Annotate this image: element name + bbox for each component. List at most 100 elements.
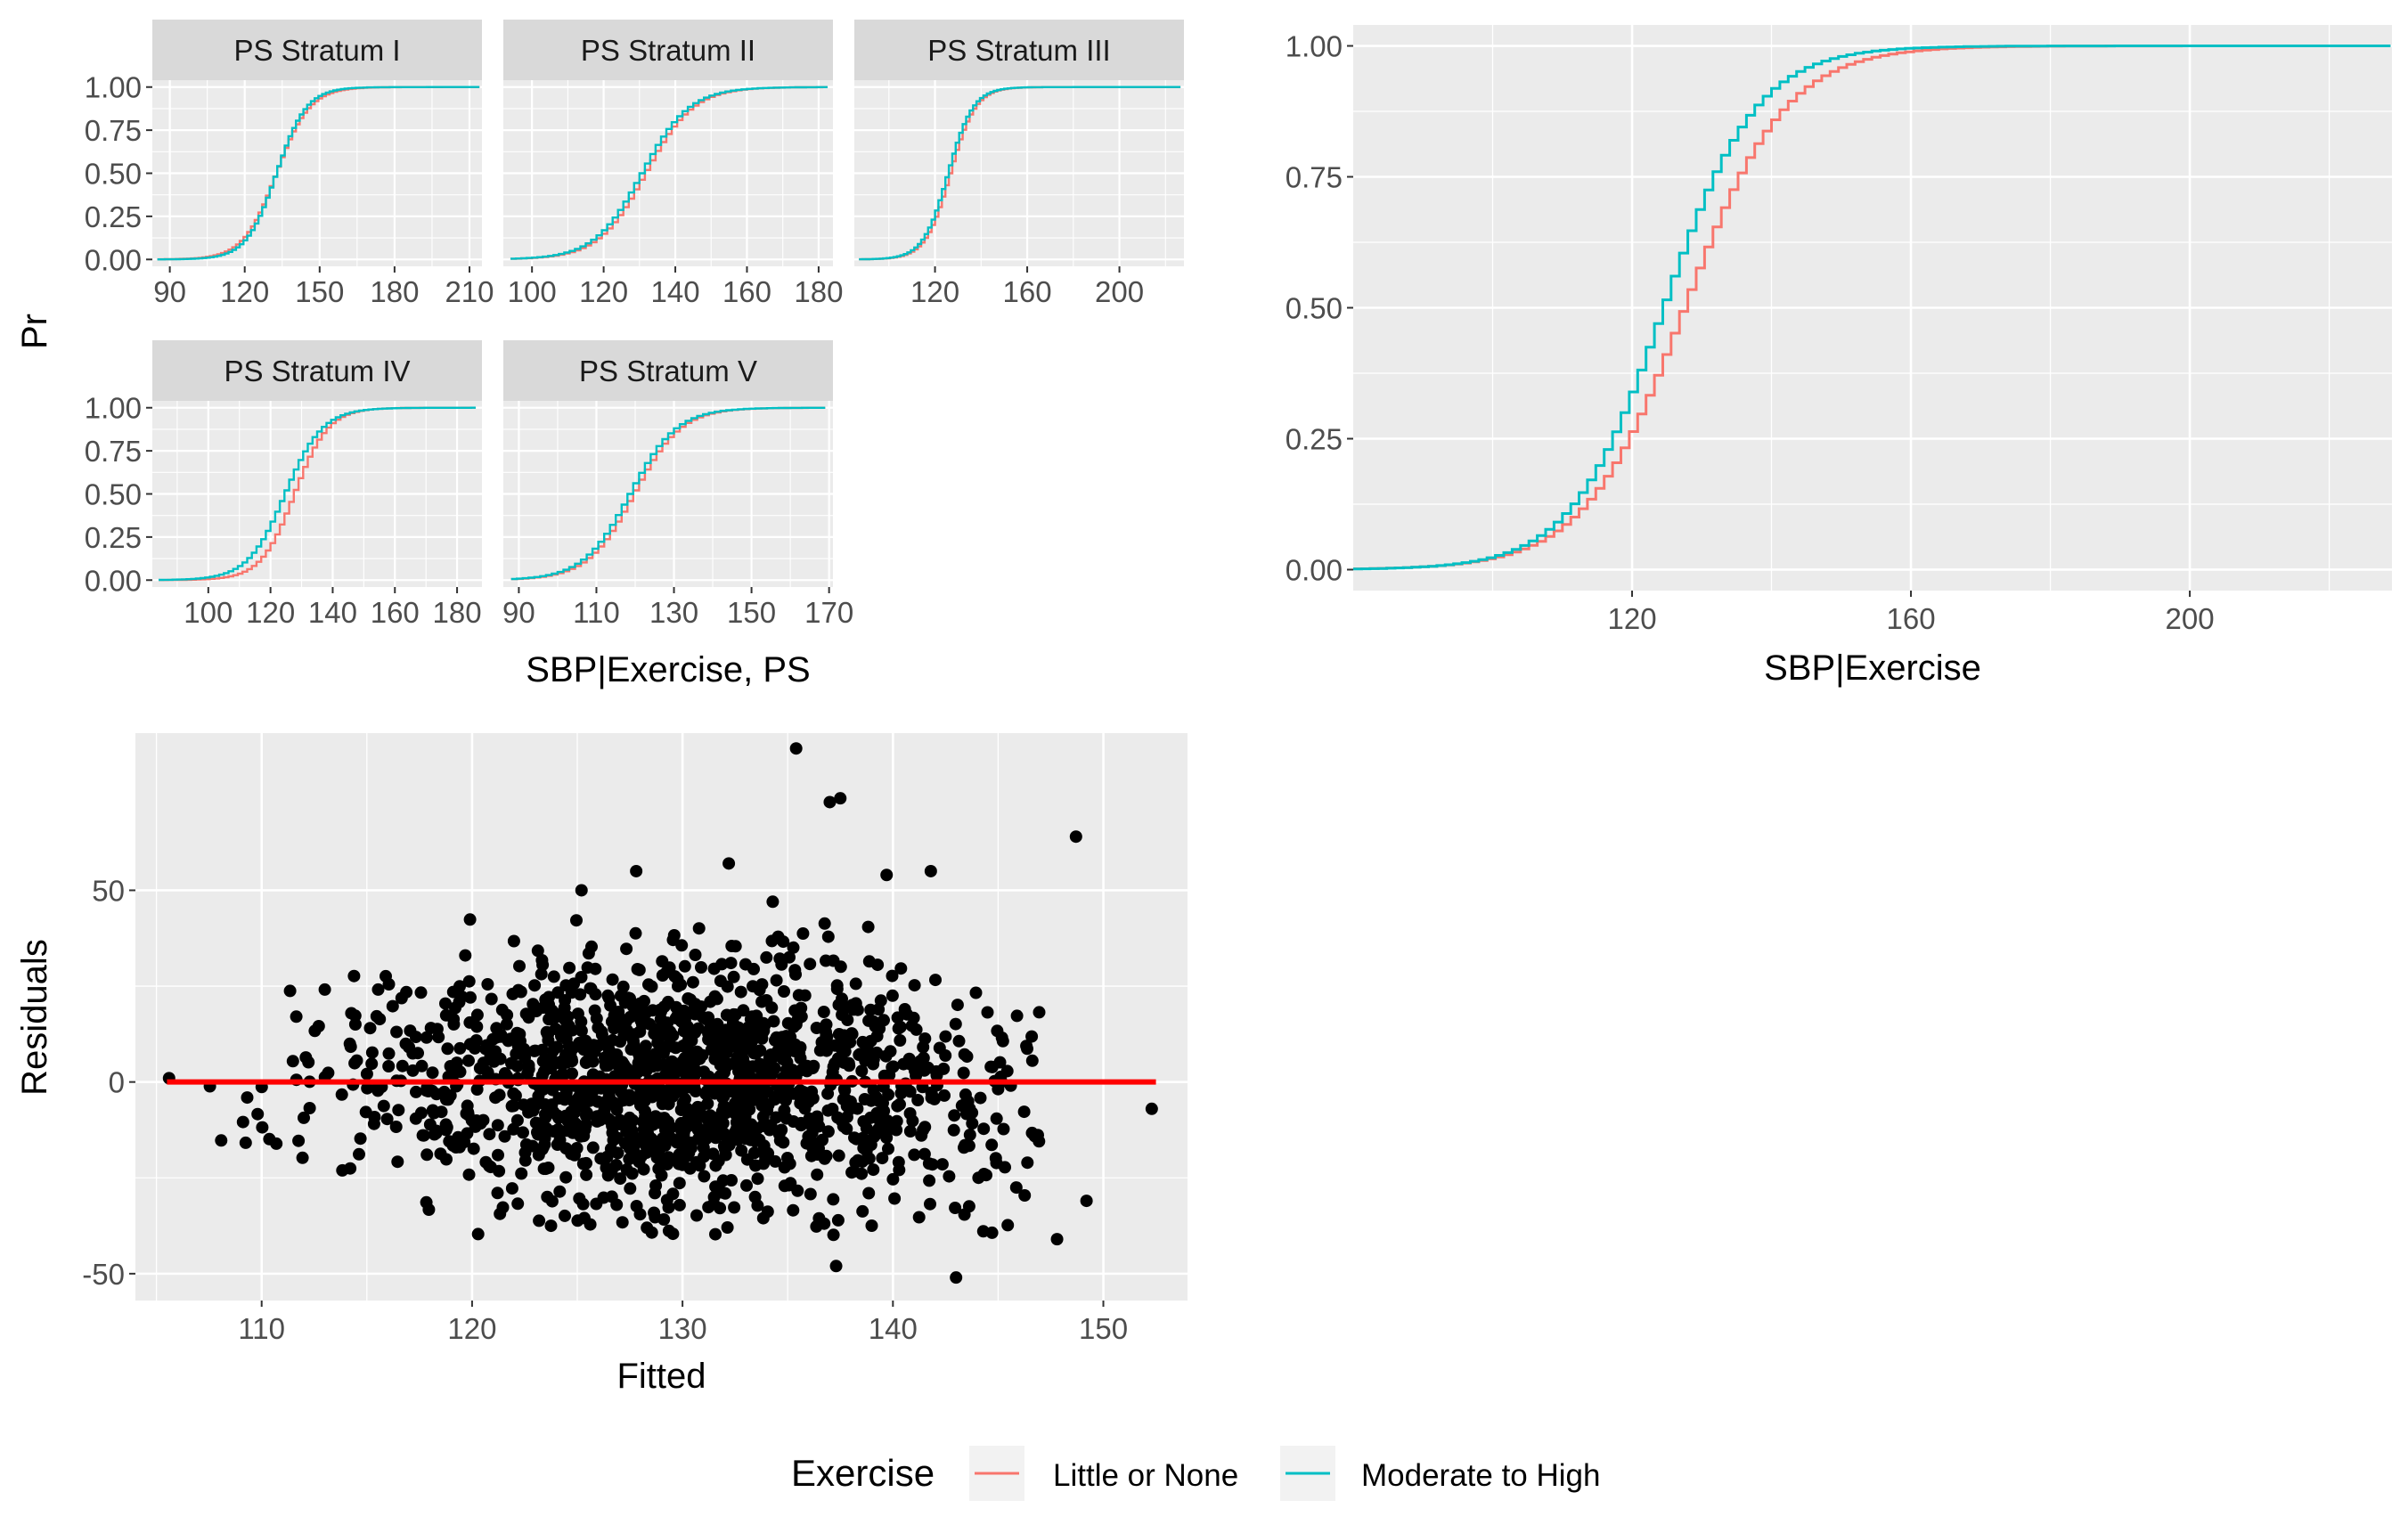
data-point [467,1142,480,1155]
data-point [406,1064,420,1077]
data-point [832,1028,845,1040]
data-point [810,1219,823,1233]
data-point [344,1162,357,1175]
x-axis-title: SBP|Exercise [1764,648,1981,688]
legend: Exercise Little or None Moderate to High [791,1446,1600,1501]
facet-strip [503,340,833,401]
data-point [409,1112,422,1125]
data-point [633,1208,647,1221]
data-point [359,1105,372,1119]
data-point [949,1017,962,1031]
data-point [1069,830,1082,844]
data-point [625,1167,639,1180]
facet-strip [152,340,482,401]
data-point [722,857,736,870]
data-point [479,1042,492,1056]
faceted-ecdf-chart: PS Stratum I 90 120 150 180 210 0.00 0.25 0.50 0.… [15,20,1184,689]
data-point [662,1224,675,1237]
data-point [576,1197,590,1211]
data-point [708,990,722,1003]
data-point [676,1158,690,1171]
x-tick-label: 120 [1607,602,1656,635]
data-point [891,1011,904,1024]
data-point [701,1113,714,1126]
data-point [829,1039,841,1052]
data-point [755,995,769,1008]
x-tick-label: 180 [370,275,419,308]
data-point [426,1104,439,1117]
data-point [612,1006,625,1018]
data-point [455,991,469,1003]
ecdf-line-moderate-to-high [510,86,828,260]
data-point [575,1024,588,1038]
facet-title: PS Stratum III [927,34,1110,67]
x-tick-label: 150 [295,275,344,308]
data-point [926,1158,939,1171]
data-point [739,958,752,971]
data-point [420,1148,434,1162]
data-point [659,1124,672,1137]
data-point [769,1154,782,1168]
data-point [890,1123,903,1137]
data-point [833,1055,846,1068]
data-point [420,1031,433,1044]
data-point [882,1142,894,1155]
data-point [1025,1054,1039,1067]
facet-title: PS Stratum II [581,34,755,67]
data-point [876,1152,889,1165]
data-point [624,1132,638,1146]
y-tick-label: 0.75 [85,114,142,147]
data-point [544,1219,558,1233]
data-point [371,983,385,996]
data-point [741,1118,754,1130]
data-point [586,1141,600,1154]
data-point [1017,1105,1031,1119]
data-point [840,1111,853,1124]
data-point [747,1087,760,1100]
data-point [430,1023,444,1036]
data-point [780,1064,793,1077]
data-point [390,1025,404,1039]
data-point [962,1139,975,1153]
data-point [654,1013,667,1026]
data-point [849,977,862,991]
data-point [458,1136,471,1149]
data-point [929,974,942,987]
legend-label-moderate-to-high: Moderate to High [1361,1458,1600,1493]
x-tick-label: 100 [508,275,557,308]
data-point [588,1045,601,1058]
data-point [491,1187,504,1200]
data-point [570,914,583,927]
data-point [817,1006,830,1018]
data-point [567,1126,579,1139]
data-point [908,1148,921,1162]
data-point [531,1126,543,1139]
data-point [952,1034,966,1048]
data-point [821,930,835,943]
data-point [802,1096,815,1109]
data-point [985,1138,999,1152]
data-point [490,1022,503,1035]
data-point [1010,1009,1024,1023]
data-point [795,1001,808,1015]
data-point [270,1137,283,1150]
data-point [559,1209,571,1222]
data-point [754,1023,767,1036]
data-point [758,1059,771,1072]
data-point [648,1027,661,1040]
data-point [673,1177,686,1190]
data-point [781,1152,794,1164]
data-point [660,1158,673,1171]
data-point [420,1084,433,1097]
data-point [561,1010,575,1023]
data-point [912,1211,926,1224]
data-point [542,1033,555,1047]
x-tick-label: 120 [910,275,959,308]
data-point [761,1205,774,1219]
data-point [412,1047,424,1060]
data-point [673,1198,686,1211]
data-point [958,1208,971,1221]
data-point [748,1046,762,1059]
data-point [642,1113,656,1127]
data-point [777,1053,789,1065]
